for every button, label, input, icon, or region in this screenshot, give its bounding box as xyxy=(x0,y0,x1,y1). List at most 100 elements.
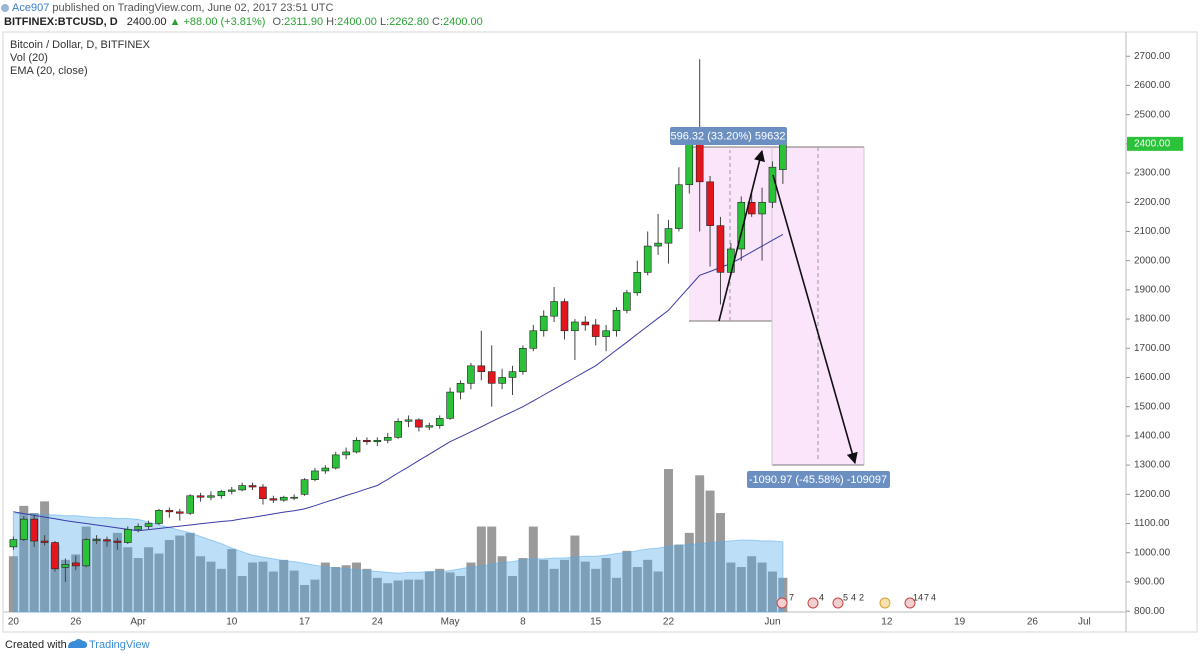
volume-bar xyxy=(591,568,601,612)
candle-body xyxy=(321,467,330,472)
symbol: BITFINEX:BTCUSD, D xyxy=(4,16,118,28)
volume-ma-area xyxy=(12,512,784,613)
volume-bar xyxy=(19,505,29,612)
candle-body xyxy=(342,451,350,456)
volume-bar xyxy=(196,556,206,612)
volume-bar xyxy=(123,547,133,612)
event-count: 4 xyxy=(819,592,824,602)
header-line: Ace907 published on TradingView.com, Jun… xyxy=(12,2,334,14)
event-count: 5 xyxy=(843,592,848,602)
y-tick-label: 1900.00 xyxy=(1134,285,1171,296)
candle-body xyxy=(196,495,205,498)
candle-body xyxy=(508,371,517,378)
volume-bar xyxy=(393,580,403,612)
candle-body xyxy=(144,523,153,527)
candle-body xyxy=(134,526,142,530)
candle-body xyxy=(571,321,579,332)
event-icon[interactable] xyxy=(904,597,916,609)
candle-body xyxy=(394,420,402,438)
candle-body xyxy=(550,301,558,317)
candle-body xyxy=(467,365,475,384)
event-icon[interactable] xyxy=(807,597,819,609)
y-tick-label: 2000.00 xyxy=(1134,255,1171,266)
brand-logo xyxy=(68,639,87,648)
event-count: 4 xyxy=(931,592,936,602)
price-label: 2400.00 xyxy=(1134,138,1171,149)
volume-bar xyxy=(310,579,320,612)
x-tick-label: 12 xyxy=(881,617,893,628)
volume-bar xyxy=(622,550,632,612)
volume-bar xyxy=(539,559,549,612)
candle-body xyxy=(383,437,392,441)
candle-body xyxy=(498,377,506,384)
event-icon[interactable] xyxy=(832,597,844,609)
volume-bar xyxy=(71,554,81,612)
volume-bar xyxy=(237,576,247,612)
candle-body xyxy=(186,495,194,514)
volume-bar xyxy=(279,559,289,612)
candle-body xyxy=(602,330,610,337)
y-tick-label: 2200.00 xyxy=(1134,197,1171,208)
volume-bar xyxy=(601,558,611,612)
annotation: 596.32 (33.20%) 59632 xyxy=(671,130,786,142)
candle-body xyxy=(654,242,662,247)
candle-body xyxy=(737,201,746,250)
annotation-box xyxy=(747,471,890,488)
x-tick-label: 17 xyxy=(299,617,311,628)
symbol-line: BITFINEX:BTCUSD, D 2400.00 ▲ +88.00 (+3.… xyxy=(4,16,483,28)
candle-body xyxy=(61,564,70,568)
volume-bar xyxy=(570,535,580,612)
volume-bar xyxy=(528,526,538,612)
candle-body xyxy=(92,539,101,541)
y-tick-label: 2600.00 xyxy=(1134,80,1171,91)
candle-body xyxy=(227,489,236,492)
volume-bar xyxy=(726,562,736,612)
y-tick-label: 2500.00 xyxy=(1134,109,1171,120)
brand[interactable]: TradingView xyxy=(89,639,150,651)
candle-body xyxy=(238,485,246,491)
volume-bar xyxy=(81,526,91,612)
event-icon[interactable] xyxy=(879,597,891,609)
candle-body xyxy=(633,272,642,294)
volume-bar xyxy=(248,562,258,612)
y-tick-label: 1400.00 xyxy=(1134,431,1171,442)
candle-body xyxy=(300,479,309,495)
volume-bar xyxy=(320,562,330,612)
candle-body xyxy=(352,439,361,453)
candle-body xyxy=(612,310,621,332)
y-tick-label: 1000.00 xyxy=(1134,547,1171,558)
event-icon[interactable] xyxy=(776,597,788,609)
y-tick-label: 1200.00 xyxy=(1134,489,1171,500)
candle-body xyxy=(363,439,371,443)
y-tick-label: 2700.00 xyxy=(1134,51,1171,62)
candle-body xyxy=(779,143,787,170)
x-tick-label: 10 xyxy=(226,617,238,628)
y-tick-label: 2300.00 xyxy=(1134,168,1171,179)
volume-bar xyxy=(289,570,299,612)
volume-bar xyxy=(331,567,341,612)
chart-title: Bitcoin / Dollar, D, BITFINEX xyxy=(10,39,151,51)
x-tick-label: Jun xyxy=(764,617,780,628)
volume-bar xyxy=(560,559,569,612)
volume-bar xyxy=(404,579,414,612)
candle-body xyxy=(113,540,122,543)
published: published on TradingView.com, June 02, 2… xyxy=(52,2,333,14)
candle-body xyxy=(290,496,298,499)
volume-bar xyxy=(424,571,434,612)
annotation: -1090.97 (-45.58%) -109097 xyxy=(749,474,887,486)
x-tick-label: 15 xyxy=(590,617,602,628)
arrow xyxy=(718,149,765,322)
volume-bar xyxy=(206,561,216,612)
y-tick-label: 2100.00 xyxy=(1134,226,1171,237)
candle-body xyxy=(269,498,278,501)
candle-body xyxy=(716,225,725,273)
candle-body xyxy=(768,166,777,203)
avatar xyxy=(1,4,9,12)
candle-body xyxy=(175,511,184,514)
change: ▲ +88.00 (+3.81%) xyxy=(170,16,266,28)
volume-bar xyxy=(580,561,590,612)
indicator-label: EMA (20, close) xyxy=(10,65,88,77)
author[interactable]: Ace907 xyxy=(12,2,49,14)
x-tick-label: 26 xyxy=(70,617,82,628)
candle-body xyxy=(664,228,673,244)
